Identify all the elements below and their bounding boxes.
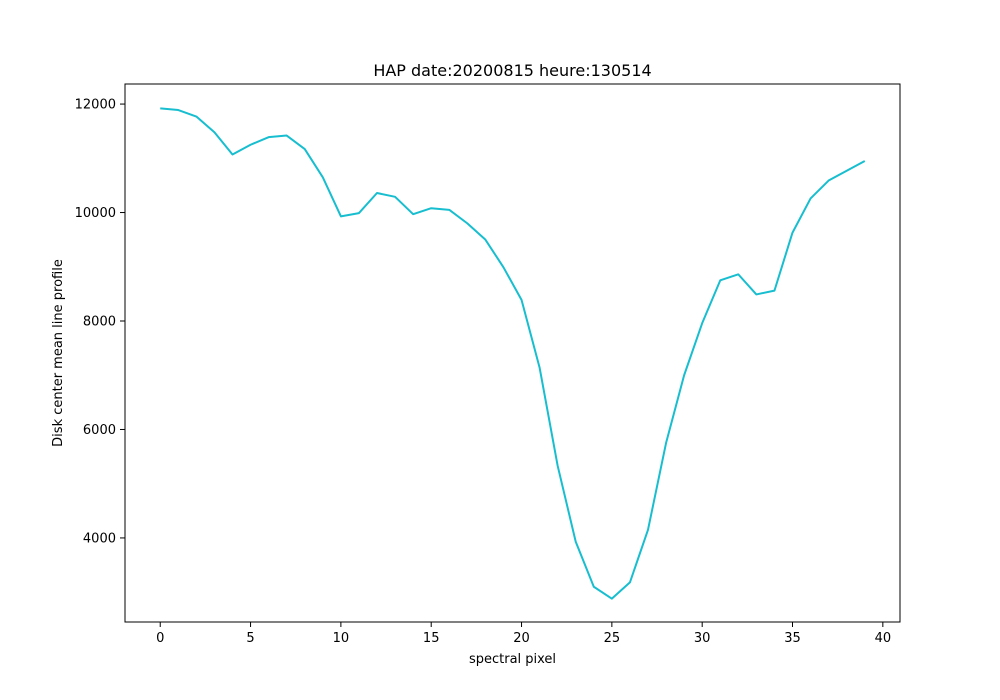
y-tick-label: 4000 <box>83 531 116 546</box>
series-line-0 <box>160 107 866 600</box>
y-axis-label: Disk center mean line profile <box>51 259 66 447</box>
x-tick-label: 15 <box>423 631 440 646</box>
plot-area-frame <box>124 83 901 623</box>
y-tick-label: 6000 <box>83 423 116 438</box>
x-tick-label: 20 <box>513 631 530 646</box>
y-tick-label: 10000 <box>75 206 116 221</box>
x-axis-label: spectral pixel <box>469 652 556 667</box>
y-tick-label: 8000 <box>83 315 116 330</box>
x-tick-label: 25 <box>604 631 621 646</box>
x-tick-label: 35 <box>784 631 801 646</box>
y-tick-label: 12000 <box>75 98 116 113</box>
x-tick-label: 40 <box>875 631 892 646</box>
x-tick-label: 5 <box>246 631 254 646</box>
chart-title: HAP date:20200815 heure:130514 <box>373 61 651 80</box>
x-tick-label: 0 <box>156 631 164 646</box>
x-tick-label: 30 <box>694 631 711 646</box>
x-tick-label: 10 <box>333 631 350 646</box>
